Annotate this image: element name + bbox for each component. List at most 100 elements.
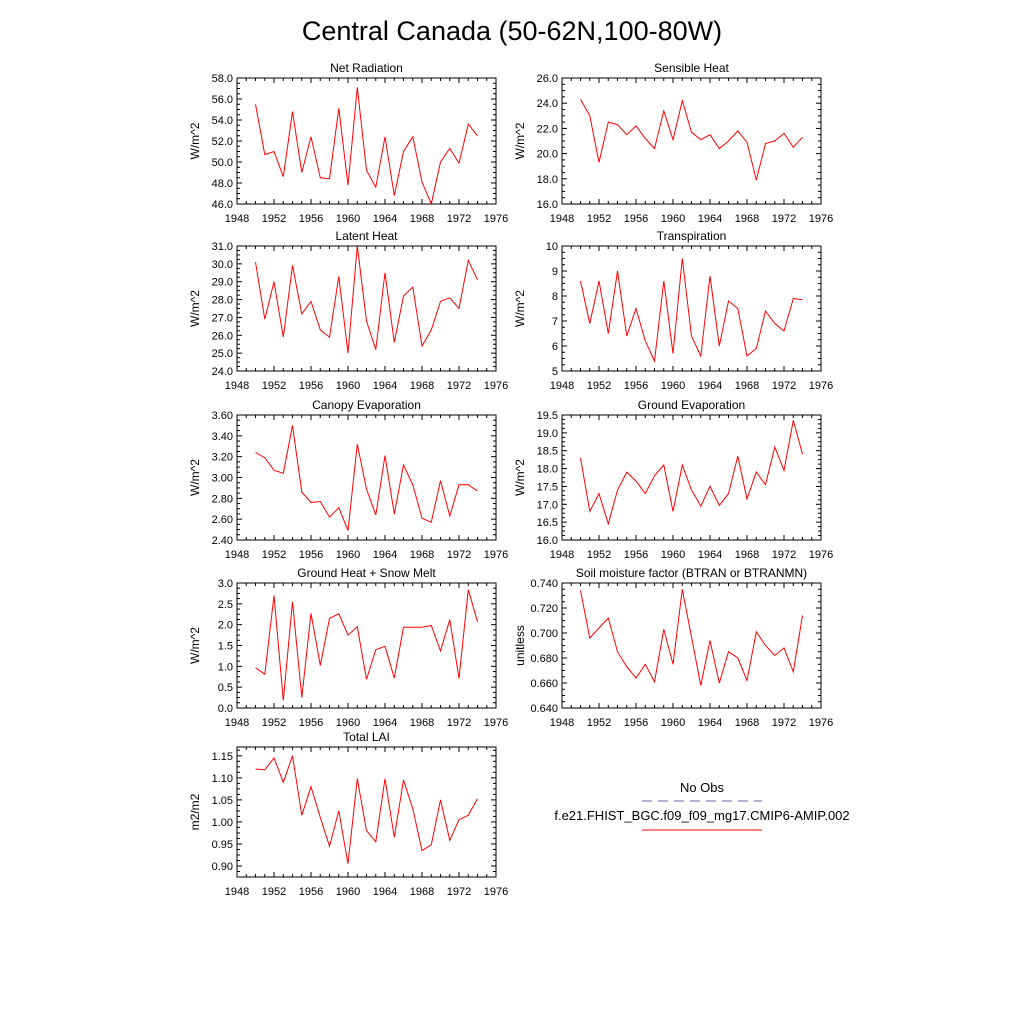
y-tick-label: 31.0 (212, 241, 233, 253)
y-tick-label: 27.0 (212, 312, 233, 324)
panel-7: Ground Heat + Snow Melt 1948 1952 1956 1960 1… (188, 566, 508, 729)
y-axis-label: W/m^2 (513, 290, 527, 327)
y-tick-label: 25.0 (212, 348, 233, 360)
y-tick-label: 9 (552, 266, 558, 278)
y-tick-label: 50.0 (212, 157, 233, 169)
x-tick-label: 1960 (661, 213, 685, 225)
plot-frame (236, 77, 497, 205)
y-tick-label: 2.80 (212, 493, 233, 505)
plot-frame (236, 582, 497, 709)
x-tick-label: 1948 (225, 213, 249, 225)
panel-5: Canopy Evaporation 1948 1952 1956 1960 1964 19… (188, 398, 508, 561)
y-axis-label: W/m^2 (513, 122, 527, 159)
y-tick-label: 17.5 (537, 481, 558, 493)
x-tick-label: 1952 (587, 213, 611, 225)
x-tick-label: 1956 (299, 380, 323, 392)
y-tick-label: 19.0 (537, 428, 558, 440)
x-tick-label: 1976 (484, 380, 508, 392)
x-tick-label: 1964 (373, 549, 397, 561)
panel-6: Ground Evaporation 1948 1952 1956 1960 1964 19… (513, 398, 833, 561)
y-tick-label: 0.720 (530, 603, 558, 615)
y-axis-label: m2/m2 (188, 793, 202, 830)
x-tick-label: 1960 (661, 717, 685, 729)
x-tick-label: 1972 (772, 213, 796, 225)
panel-4: Transpiration 1948 1952 1956 1960 1964 1968 197… (513, 229, 833, 392)
legend: No Obs f.e21.FHIST_BGC.f09_f09_mg17.CMIP… (554, 780, 850, 831)
x-tick-label: 1948 (550, 717, 574, 729)
x-tick-label: 1956 (624, 380, 648, 392)
x-tick-label: 1960 (336, 380, 360, 392)
y-tick-label: 18.0 (537, 464, 558, 476)
x-tick-label: 1972 (772, 717, 796, 729)
x-tick-label: 1956 (299, 717, 323, 729)
plot-frame (561, 245, 822, 372)
y-tick-label: 2.0 (218, 620, 233, 632)
x-tick-label: 1956 (624, 213, 648, 225)
x-tick-label: 1968 (410, 380, 434, 392)
series-line (255, 87, 478, 206)
legend-model-label: f.e21.FHIST_BGC.f09_f09_mg17.CMIP6-AMIP.… (554, 808, 849, 823)
x-tick-label: 1976 (809, 380, 833, 392)
x-tick-label: 1968 (735, 380, 759, 392)
panels: Net Radiation 1948 1952 1956 1960 1964 1968 197… (188, 61, 833, 898)
x-tick-label: 1964 (373, 380, 397, 392)
y-tick-label: 0.90 (212, 861, 233, 873)
x-tick-label: 1952 (587, 717, 611, 729)
panel-title: Canopy Evaporation (312, 398, 421, 412)
y-tick-label: 54.0 (212, 115, 233, 127)
y-tick-label: 26.0 (212, 330, 233, 342)
x-tick-label: 1952 (262, 213, 286, 225)
y-tick-label: 0.740 (530, 578, 558, 590)
y-tick-label: 0.640 (530, 703, 558, 715)
y-tick-label: 1.5 (218, 641, 233, 653)
y-tick-label: 48.0 (212, 178, 233, 190)
panel-8: Soil moisture factor (BTRAN or BTRANMN) 1… (513, 566, 833, 729)
y-axis-label: W/m^2 (513, 459, 527, 496)
x-tick-label: 1952 (262, 886, 286, 898)
x-tick-label: 1976 (484, 717, 508, 729)
y-axis-label: W/m^2 (188, 290, 202, 327)
figure-title: Central Canada (50-62N,100-80W) (302, 16, 722, 46)
x-tick-label: 1948 (550, 549, 574, 561)
x-tick-label: 1952 (262, 380, 286, 392)
y-tick-label: 1.15 (212, 751, 233, 763)
x-tick-label: 1956 (299, 213, 323, 225)
y-tick-label: 3.60 (212, 410, 233, 422)
panel-2: Sensible Heat 1948 1952 1956 1960 1964 1968 197… (513, 61, 833, 225)
plot-frame (236, 414, 497, 541)
x-tick-label: 1952 (262, 717, 286, 729)
x-tick-label: 1964 (698, 717, 722, 729)
y-tick-label: 16.0 (537, 199, 558, 211)
y-tick-label: 5 (552, 366, 558, 378)
y-tick-label: 20.0 (537, 149, 558, 161)
x-tick-label: 1964 (373, 717, 397, 729)
y-tick-label: 0.95 (212, 839, 233, 851)
y-tick-label: 22.0 (537, 123, 558, 135)
y-tick-label: 2.5 (218, 599, 233, 611)
y-tick-label: 1.0 (218, 661, 233, 673)
plot-frame (561, 414, 822, 541)
x-tick-label: 1976 (809, 549, 833, 561)
x-tick-label: 1948 (225, 549, 249, 561)
series-line (580, 98, 803, 181)
panel-title: Soil moisture factor (BTRAN or BTRANMN) (576, 566, 807, 580)
x-tick-label: 1952 (262, 549, 286, 561)
series-line (580, 258, 803, 363)
y-tick-label: 16.0 (537, 535, 558, 547)
legend-obs-label: No Obs (680, 780, 725, 795)
plot-frame (236, 245, 497, 372)
panel-1: Net Radiation 1948 1952 1956 1960 1964 1968 197… (188, 61, 508, 225)
y-tick-label: 17.0 (537, 499, 558, 511)
y-axis-label: W/m^2 (188, 459, 202, 496)
x-tick-label: 1956 (299, 549, 323, 561)
y-axis-label: unitless (513, 625, 527, 666)
panel-3: Latent Heat 1948 1952 1956 1960 1964 1968 1972 1… (188, 229, 508, 392)
y-tick-label: 56.0 (212, 94, 233, 106)
x-tick-label: 1976 (484, 886, 508, 898)
y-tick-label: 30.0 (212, 259, 233, 271)
panel-title: Transpiration (657, 229, 727, 243)
y-tick-label: 0.660 (530, 678, 558, 690)
x-tick-label: 1968 (410, 886, 434, 898)
x-tick-label: 1968 (735, 717, 759, 729)
